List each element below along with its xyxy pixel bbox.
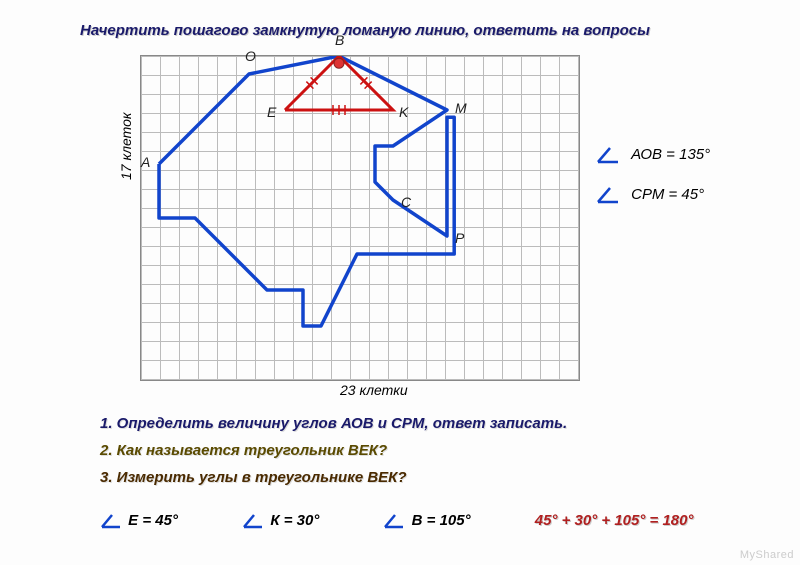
- answer-sum: 45° + 30° + 105° = 180°: [535, 512, 694, 529]
- question-3: 3. Измерить углы в треугольнике ВЕК?: [100, 469, 567, 486]
- answer-k: К = 30°: [242, 512, 353, 529]
- watermark: MyShared: [740, 549, 794, 561]
- answers-row: Е = 45° К = 30° В = 105° 45° + 30° + 105…: [100, 512, 723, 529]
- point-label-B: B: [335, 32, 344, 48]
- page-title: Начертить пошагово замкнутую ломаную лин…: [80, 22, 650, 39]
- point-label-O: O: [245, 48, 256, 64]
- angle-aob: АОВ = 135°: [595, 145, 710, 165]
- answer-b: В = 105°: [383, 512, 504, 529]
- point-label-P: P: [455, 230, 464, 246]
- point-label-E: E: [267, 104, 276, 120]
- answer-e: Е = 45°: [100, 512, 212, 529]
- questions-block: 1. Определить величину углов АОВ и СРМ, …: [100, 415, 567, 496]
- question-2: 2. Как называется треугольник ВЕК?: [100, 442, 567, 459]
- point-label-C: C: [401, 194, 411, 210]
- angle-cpm: СРМ = 45°: [595, 185, 704, 205]
- grid-container: AOBEKMCP: [140, 55, 580, 381]
- x-axis-label: 23 клетки: [340, 382, 408, 398]
- grid: AOBEKMCP: [140, 55, 580, 381]
- y-axis-label: 17 клеток: [118, 113, 134, 181]
- point-label-A: A: [141, 154, 150, 170]
- question-1: 1. Определить величину углов АОВ и СРМ, …: [100, 415, 567, 432]
- point-label-K: K: [399, 104, 408, 120]
- point-label-M: M: [455, 100, 467, 116]
